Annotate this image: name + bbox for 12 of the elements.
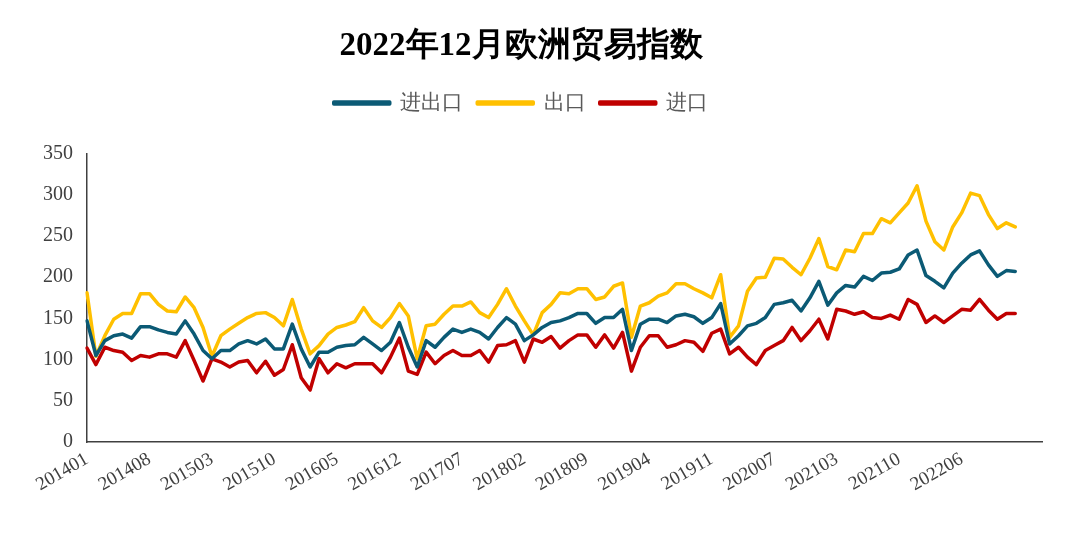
y-tick-label: 250 — [43, 223, 73, 246]
chart-title: 2022年12月欧洲贸易指数 — [339, 26, 704, 63]
y-tick-label: 350 — [43, 140, 73, 163]
y-tick-label: 300 — [43, 182, 73, 205]
legend-label: 进口 — [666, 89, 709, 114]
y-tick-label: 50 — [53, 388, 73, 411]
y-tick-label: 0 — [63, 429, 73, 452]
y-tick-label: 150 — [43, 305, 73, 328]
y-tick-label: 100 — [43, 346, 73, 369]
y-tick-label: 200 — [43, 264, 73, 287]
legend-label: 进出口 — [400, 89, 464, 114]
legend-label: 出口 — [543, 89, 586, 114]
